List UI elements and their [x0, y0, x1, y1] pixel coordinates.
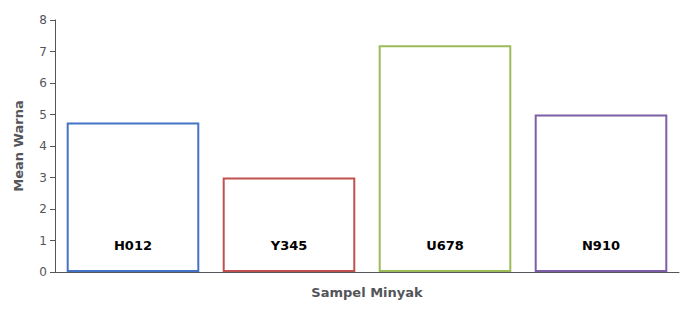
svg-text:N910: N910	[582, 238, 620, 253]
svg-text:3: 3	[39, 171, 47, 185]
svg-text:5: 5	[39, 108, 47, 122]
svg-text:4: 4	[39, 139, 47, 153]
svg-text:H012: H012	[114, 238, 152, 253]
svg-text:U678: U678	[426, 238, 464, 253]
svg-text:1: 1	[39, 234, 47, 248]
svg-text:Sampel Minyak: Sampel Minyak	[311, 285, 423, 300]
svg-text:Mean Warna: Mean Warna	[11, 100, 26, 191]
svg-text:Y345: Y345	[270, 238, 308, 253]
svg-text:6: 6	[39, 76, 47, 90]
svg-text:8: 8	[39, 13, 47, 27]
svg-text:2: 2	[39, 202, 47, 216]
svg-text:7: 7	[39, 45, 47, 59]
svg-text:0: 0	[39, 265, 47, 279]
